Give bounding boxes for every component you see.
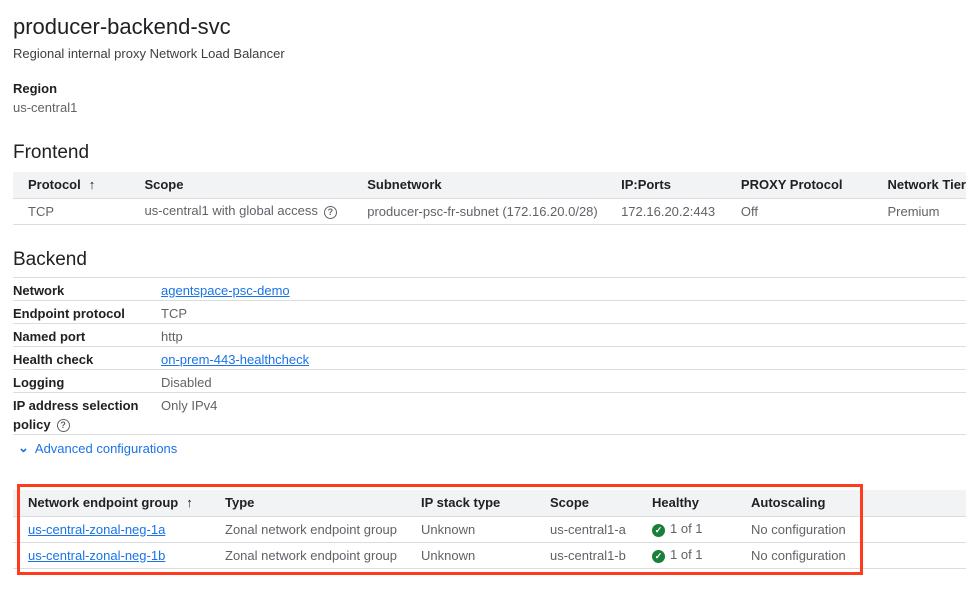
neg-table: Network endpoint group ↑ Type IP stack ty… [13, 490, 966, 569]
neg-link[interactable]: us-central-zonal-neg-1b [28, 547, 166, 563]
sort-ascending-icon: ↑ [186, 495, 193, 511]
backend-health-check-row: Health check on-prem-443-healthcheck [13, 346, 966, 369]
health-check-link[interactable]: on-prem-443-healthcheck [161, 352, 310, 367]
table-row: us-central-zonal-neg-1a Zonal network en… [13, 516, 966, 543]
backend-logging-row: Logging Disabled [13, 369, 966, 392]
backend-named-port-row: Named port http [13, 323, 966, 346]
advanced-configurations-toggle[interactable]: ⌄ Advanced configurations [18, 440, 178, 456]
check-circle-icon: ✓ [652, 549, 665, 563]
col-healthy[interactable]: Healthy [637, 490, 736, 517]
backend-endpoint-protocol-row: Endpoint protocol TCP [13, 300, 966, 323]
chevron-down-icon: ⌄ [18, 440, 29, 455]
col-network-tier[interactable]: Network Tier [872, 172, 966, 199]
check-circle-icon: ✓ [652, 523, 665, 537]
col-protocol[interactable]: Protocol ↑ [13, 172, 130, 199]
frontend-table: Protocol ↑ Scope Subnetwork IP:Ports PROX… [13, 172, 966, 225]
col-subnetwork[interactable]: Subnetwork [352, 172, 607, 199]
col-neg[interactable]: Network endpoint group ↑ [13, 490, 210, 517]
col-proxy-protocol[interactable]: PROXY Protocol [725, 172, 873, 199]
sort-ascending-icon: ↑ [88, 177, 96, 193]
help-icon[interactable]: ? [323, 205, 337, 219]
region-label: Region [13, 81, 58, 96]
page-subtitle: Regional internal proxy Network Load Bal… [13, 46, 285, 61]
col-type[interactable]: Type [210, 490, 406, 517]
backend-heading: Backend [13, 249, 87, 270]
network-link[interactable]: agentspace-psc-demo [161, 283, 290, 298]
frontend-heading: Frontend [13, 142, 90, 163]
table-row: TCP us-central1 with global access? prod… [13, 198, 966, 225]
region-value: us-central1 [13, 100, 78, 115]
page-title: producer-backend-svc [13, 14, 231, 39]
backend-network-row: Network agentspace-psc-demo [13, 277, 966, 300]
col-scope[interactable]: Scope [535, 490, 637, 517]
col-ipports[interactable]: IP:Ports [606, 172, 726, 199]
help-icon[interactable]: ? [56, 419, 70, 433]
col-autoscaling[interactable]: Autoscaling [736, 490, 966, 517]
neg-link[interactable]: us-central-zonal-neg-1a [28, 521, 166, 537]
table-row: us-central-zonal-neg-1b Zonal network en… [13, 542, 966, 569]
col-ip-stack[interactable]: IP stack type [406, 490, 535, 517]
backend-ip-policy-row: IP address selection policy? Only IPv4 [13, 392, 966, 435]
col-scope[interactable]: Scope [129, 172, 353, 199]
backend-details: Network agentspace-psc-demo Endpoint prot… [13, 277, 966, 435]
